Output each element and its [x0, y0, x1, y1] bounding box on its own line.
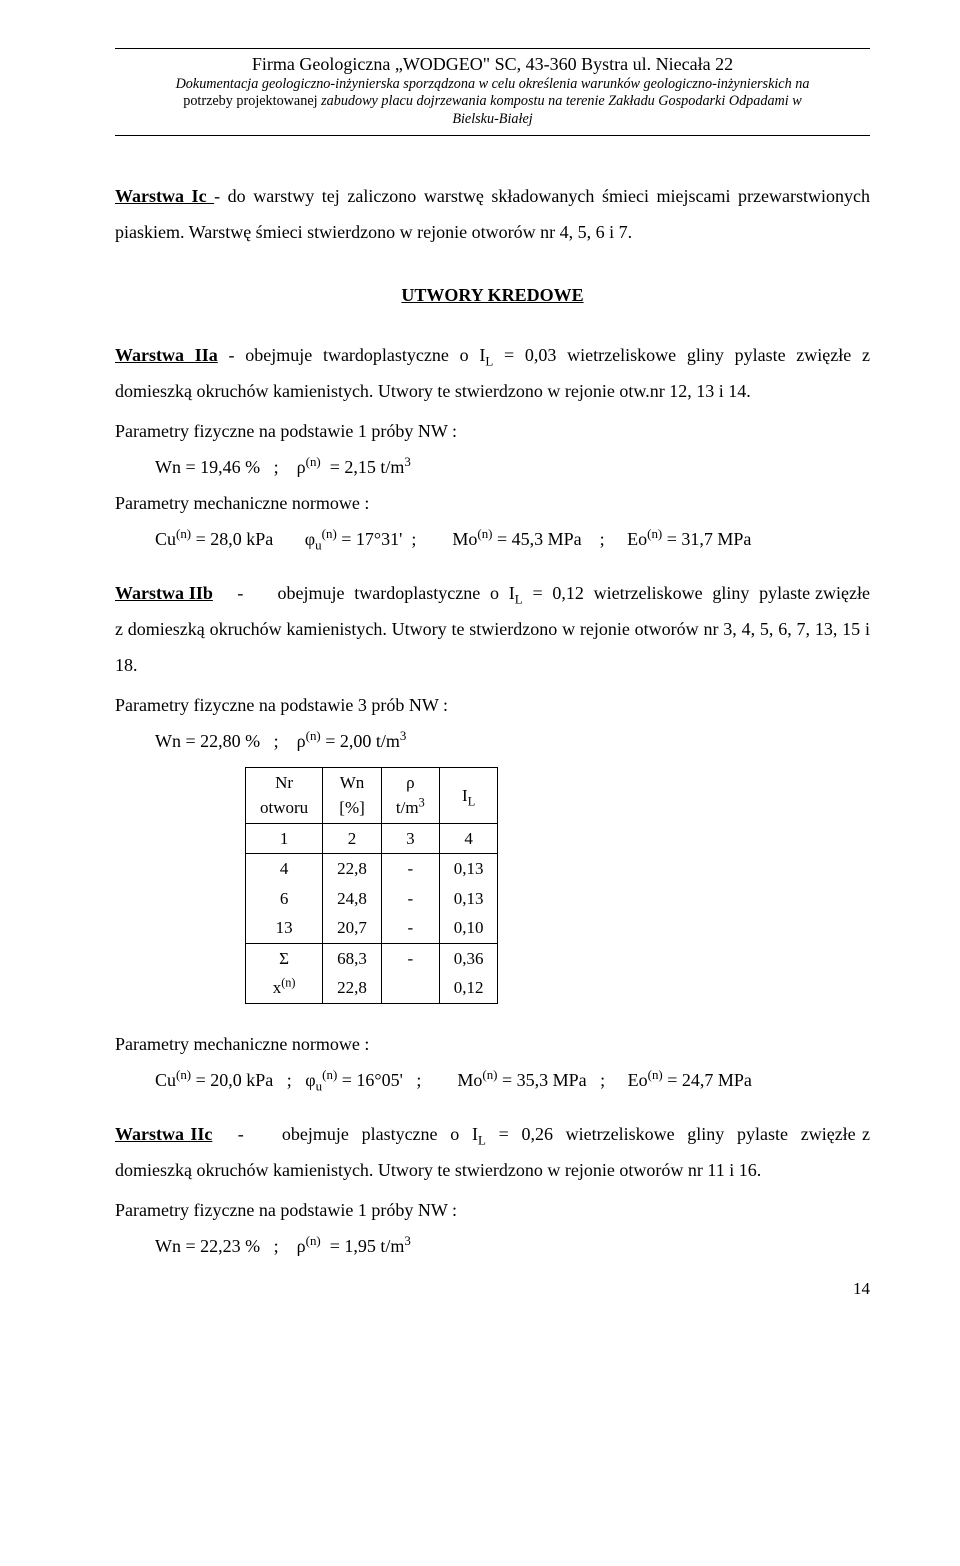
cell: 13	[246, 913, 322, 943]
cell-xn: x(n)	[246, 973, 322, 1003]
iib-phys-values: Wn = 22,80 % ; ρ(n) = 2,00 t/m3	[115, 723, 870, 759]
warstwa-iia-label: Warstwa IIa	[115, 345, 218, 365]
warstwa-ic-text: - do warstwy tej zaliczono warstwę skład…	[115, 186, 870, 242]
iic-phys-values: Wn = 22,23 % ; ρ(n) = 1,95 t/m3	[115, 1228, 870, 1264]
iib-data-table: Nrotworu Wn[%] ρt/m3 IL 1 2 3 4 4 6 13 2…	[245, 767, 498, 1004]
cell: 68,3	[323, 944, 381, 974]
cell: 4	[246, 854, 322, 884]
coln-4: 4	[439, 823, 498, 854]
company-text: Firma Geologiczna „WODGEO" SC, 43-360 By…	[252, 54, 733, 74]
iib-phys-label: Parametry fizyczne na podstawie 3 prób N…	[115, 687, 870, 723]
warstwa-iib-text: - obejmuje twardoplastyczne o IL = 0,12 …	[115, 583, 870, 675]
cell: -	[382, 854, 439, 884]
doc-desc-2a: potrzeby projektowanej	[183, 93, 321, 109]
cell: 6	[246, 884, 322, 914]
cell: 22,8	[323, 854, 381, 884]
cell: -	[382, 884, 439, 914]
iia-phys-values: Wn = 19,46 % ; ρ(n) = 2,15 t/m3	[115, 449, 870, 485]
table-header-row: Nrotworu Wn[%] ρt/m3 IL	[246, 767, 498, 823]
warstwa-iib-label: Warstwa IIb	[115, 583, 213, 603]
document-page: Firma Geologiczna „WODGEO" SC, 43-360 By…	[0, 0, 960, 1349]
doc-desc-line-3: Bielsku-Białej	[115, 111, 870, 129]
th-nr-otworu: Nrotworu	[246, 767, 323, 823]
doc-desc-2b: zabudowy placu dojrzewania kompostu na t…	[321, 93, 802, 109]
iia-mech-values: Cu(n) = 28,0 kPa φu(n) = 17°31' ; Mo(n) …	[115, 521, 870, 557]
warstwa-iic-label: Warstwa IIc	[115, 1124, 212, 1144]
cell: 0,12	[440, 973, 498, 1003]
coln-3: 3	[381, 823, 439, 854]
iib-mech-values: Cu(n) = 20,0 kPa ; φu(n) = 16°05' ; Mo(n…	[115, 1062, 870, 1098]
warstwa-iib-paragraph: Warstwa IIb - obejmuje twardoplastyczne …	[115, 575, 870, 683]
section-heading-text: UTWORY KREDOWE	[401, 285, 583, 305]
section-heading-kredowe: UTWORY KREDOWE	[115, 282, 870, 309]
doc-desc-line-2: potrzeby projektowanej zabudowy placu do…	[115, 93, 870, 111]
cell: 22,8	[323, 973, 381, 1003]
iia-phys-label: Parametry fizyczne na podstawie 1 próby …	[115, 413, 870, 449]
doc-desc-line-1: Dokumentacja geologiczno-inżynierska spo…	[115, 76, 870, 94]
th-il: IL	[439, 767, 498, 823]
warstwa-iia-paragraph: Warstwa IIa - obejmuje twardoplastyczne …	[115, 337, 870, 409]
cell: 0,36	[440, 944, 498, 974]
warstwa-iia-text: - obejmuje twardoplastyczne o IL = 0,03 …	[115, 345, 870, 401]
cell: Σ	[246, 944, 322, 974]
document-header: Firma Geologiczna „WODGEO" SC, 43-360 By…	[115, 48, 870, 136]
warstwa-iic-text: - obejmuje plastyczne o IL = 0,26 wietrz…	[115, 1124, 870, 1180]
cell: 20,7	[323, 913, 381, 943]
cell	[382, 973, 439, 1003]
iic-phys-label: Parametry fizyczne na podstawie 1 próby …	[115, 1192, 870, 1228]
warstwa-iic-paragraph: Warstwa IIc - obejmuje plastyczne o IL =…	[115, 1116, 870, 1188]
cell: 24,8	[323, 884, 381, 914]
iia-mech-label: Parametry mechaniczne normowe :	[115, 485, 870, 521]
cell: 0,13	[440, 884, 498, 914]
iib-mech-label: Parametry mechaniczne normowe :	[115, 1026, 870, 1062]
page-number: 14	[115, 1276, 870, 1302]
cell: -	[382, 913, 439, 943]
table-colnum-row: 1 2 3 4	[246, 823, 498, 854]
doc-desc-3b: -Białej	[494, 111, 533, 127]
cell: 0,13	[440, 854, 498, 884]
doc-desc-1: Dokumentacja geologiczno-inżynierska spo…	[176, 76, 810, 92]
cell: -	[382, 944, 439, 974]
warstwa-ic-label: Warstwa Ic	[115, 186, 214, 206]
coln-1: 1	[246, 823, 323, 854]
warstwa-ic-paragraph: Warstwa Ic - do warstwy tej zaliczono wa…	[115, 178, 870, 250]
company-line: Firma Geologiczna „WODGEO" SC, 43-360 By…	[115, 53, 870, 76]
coln-2: 2	[323, 823, 382, 854]
cell: 0,10	[440, 913, 498, 943]
th-wn: Wn[%]	[323, 767, 382, 823]
doc-desc-3a: Bielsku	[452, 111, 494, 127]
th-rho: ρt/m3	[381, 767, 439, 823]
